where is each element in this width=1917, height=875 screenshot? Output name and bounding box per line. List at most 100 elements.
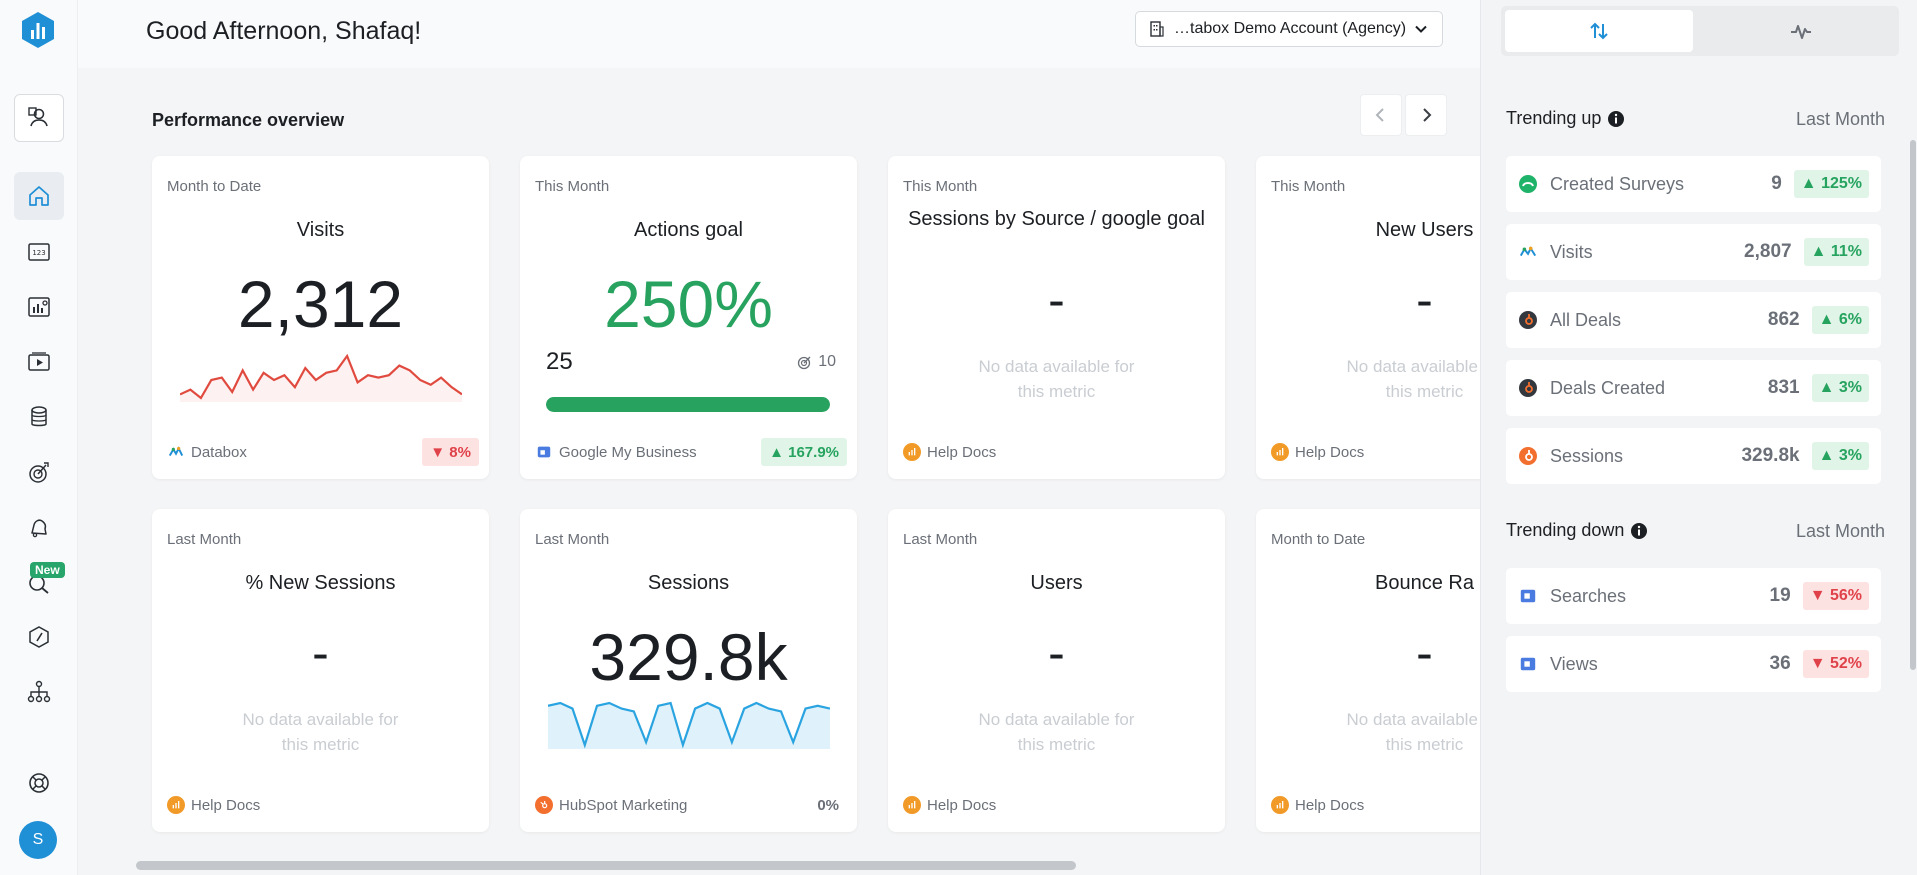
- datasets-button[interactable]: [14, 393, 64, 441]
- card-source: Google My Business: [535, 443, 697, 461]
- account-name: …tabox Demo Account (Agency): [1174, 20, 1407, 37]
- trend-row[interactable]: Sessions 329.8k ▲ 3%: [1506, 428, 1881, 484]
- card-source-label: Help Docs: [927, 443, 997, 461]
- goal-target: 10: [797, 353, 836, 371]
- reports-button[interactable]: [14, 283, 64, 331]
- trending-up-heading: Trending up: [1506, 108, 1625, 129]
- database-icon: [31, 406, 47, 427]
- trend-row[interactable]: Visits 2,807 ▲ 11%: [1506, 224, 1881, 280]
- trend-metric-name: Created Surveys: [1550, 173, 1685, 194]
- metric-card-users[interactable]: Last Month Users - No data available for…: [888, 509, 1225, 832]
- numbers-icon: 123: [28, 243, 50, 261]
- trend-row[interactable]: Created Surveys 9 ▲ 125%: [1506, 156, 1881, 212]
- metric-card-sessions-by-source[interactable]: This Month Sessions by Source / google g…: [888, 156, 1225, 479]
- home-button[interactable]: [14, 172, 64, 220]
- change-badge: ▼ 8%: [422, 438, 479, 466]
- trend-metric-value: 831: [1767, 377, 1800, 398]
- card-period: This Month: [535, 178, 610, 195]
- no-data-message: No data available for this metric: [978, 710, 1135, 754]
- no-data-message: No data available for this metric: [1346, 710, 1480, 754]
- goals-button[interactable]: [14, 448, 64, 496]
- tab-activity[interactable]: [1707, 10, 1895, 52]
- sparkline-line: [180, 353, 462, 400]
- metric-card-new-sessions-pct[interactable]: Last Month % New Sessions - No data avai…: [152, 509, 489, 832]
- carousel-prev-button[interactable]: [1360, 94, 1402, 136]
- hubspot-dark-icon: [1518, 310, 1538, 330]
- trend-metric-name: Searches: [1550, 585, 1627, 606]
- card-title: Bounce Ra: [1375, 572, 1474, 594]
- trend-change-badge: ▲ 6%: [1811, 306, 1869, 334]
- gauge-icon: [29, 626, 49, 648]
- card-source-label: Google My Business: [559, 443, 697, 461]
- vertical-scrollbar[interactable]: [1910, 140, 1916, 670]
- video-button[interactable]: [14, 338, 64, 386]
- card-value: 250%: [604, 267, 773, 341]
- metric-card-bounce-rate[interactable]: Month to Date Bounce Ra - No data availa…: [1256, 509, 1480, 832]
- trend-metric-value: 9: [1771, 173, 1782, 194]
- bell-icon: [31, 519, 47, 538]
- building-icon: [1150, 21, 1164, 37]
- no-data-message: No data available for this metric: [978, 357, 1135, 401]
- organization-button[interactable]: [14, 668, 64, 716]
- main-content: Performance overview Month to Date Visit…: [78, 68, 1480, 875]
- metric-card-visits[interactable]: Month to Date Visits 2,312 Databox ▼ 8%: [152, 156, 489, 479]
- card-source: Help Docs: [1271, 443, 1364, 461]
- help-docs-icon: [903, 796, 921, 814]
- chevron-right-icon: [1423, 108, 1432, 122]
- card-value: -: [312, 625, 329, 681]
- databox-icon: [167, 443, 185, 461]
- trend-row[interactable]: Views 36 ▼ 52%: [1506, 636, 1881, 692]
- databox-logo-icon[interactable]: [20, 10, 56, 50]
- info-icon[interactable]: [1630, 522, 1648, 540]
- trending-down-period: Last Month: [1795, 521, 1885, 541]
- header: Good Afternoon, Shafaq! …tabox Demo Acco…: [78, 0, 1480, 68]
- trending-up-title: Trending up: [1506, 108, 1602, 128]
- numbers-button[interactable]: 123: [14, 228, 64, 276]
- help-docs-icon: [1271, 443, 1289, 461]
- benchmarks-button[interactable]: [14, 613, 64, 661]
- user-switch-button[interactable]: [14, 94, 64, 142]
- card-title: Actions goal: [634, 219, 743, 241]
- metric-card-new-users[interactable]: This Month New Users - No data available…: [1256, 156, 1480, 479]
- card-value: 2,312: [237, 267, 404, 341]
- lifebuoy-icon: [29, 773, 49, 793]
- card-period: Last Month: [535, 531, 610, 548]
- trend-row[interactable]: Searches 19 ▼ 56%: [1506, 568, 1881, 624]
- card-source: Help Docs: [903, 796, 996, 814]
- card-source: Help Docs: [1271, 796, 1364, 814]
- trend-metric-name: Visits: [1550, 241, 1593, 262]
- help-docs-icon: [903, 443, 921, 461]
- card-period: This Month: [903, 178, 978, 195]
- card-value: -: [1048, 625, 1065, 681]
- card-title: Sessions by Source / google goal: [908, 208, 1205, 230]
- trend-change-badge: ▼ 56%: [1802, 582, 1869, 610]
- chevron-down-icon: [1415, 25, 1427, 33]
- card-source: Help Docs: [903, 443, 996, 461]
- trend-change-badge: ▲ 11%: [1803, 238, 1869, 266]
- dashboard-icon: [28, 297, 50, 317]
- alerts-button[interactable]: [14, 503, 64, 551]
- trend-metric-name: Views: [1550, 653, 1598, 674]
- sparkline-line: [548, 701, 830, 749]
- metric-card-sessions[interactable]: Last Month Sessions 329.8k HubSpot Marke…: [520, 509, 857, 832]
- trend-metric-value: 2,807: [1744, 241, 1792, 262]
- sidebar: 123 New S: [0, 0, 78, 875]
- trend-change-badge: ▲ 125%: [1793, 170, 1869, 198]
- chevron-left-icon: [1375, 108, 1384, 122]
- account-selector[interactable]: …tabox Demo Account (Agency): [1135, 11, 1443, 47]
- info-icon[interactable]: [1607, 110, 1625, 128]
- trending-up-period: Last Month: [1795, 109, 1885, 129]
- avatar[interactable]: S: [19, 821, 57, 859]
- hubspot-orange-icon: [1518, 446, 1538, 466]
- card-source-label: Databox: [191, 443, 247, 461]
- metric-card-actions-goal[interactable]: This Month Actions goal 250% 25 10 Googl…: [520, 156, 857, 479]
- trend-row[interactable]: All Deals 862 ▲ 6%: [1506, 292, 1881, 348]
- carousel-next-button[interactable]: [1405, 94, 1447, 136]
- help-button[interactable]: [14, 759, 64, 807]
- trends-panel: Trending up Last Month Created Surveys 9 ▲…: [1480, 0, 1917, 875]
- trend-row[interactable]: Deals Created 831 ▲ 3%: [1506, 360, 1881, 416]
- horizontal-scrollbar[interactable]: [136, 861, 1076, 870]
- trend-change-badge: ▲ 3%: [1811, 374, 1869, 402]
- tab-trending[interactable]: [1505, 10, 1693, 52]
- target-icon: [29, 462, 49, 483]
